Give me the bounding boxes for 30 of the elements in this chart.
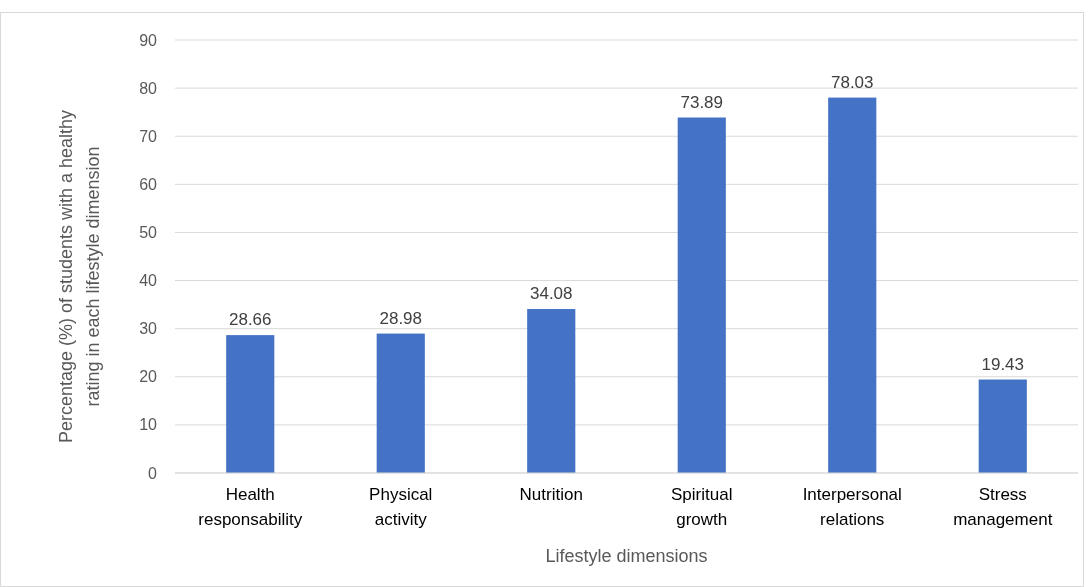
bar bbox=[376, 333, 425, 473]
y-tick-label: 80 bbox=[139, 79, 158, 97]
x-tick-label: Stress management bbox=[953, 485, 1053, 529]
y-tick-label: 0 bbox=[148, 464, 158, 482]
data-label: 28.98 bbox=[379, 308, 423, 328]
y-tick-label: 50 bbox=[139, 224, 158, 242]
y-tick-label: 90 bbox=[139, 31, 158, 49]
data-label: 34.08 bbox=[529, 284, 573, 304]
y-tick-label: 70 bbox=[139, 127, 158, 145]
y-tick-label: 40 bbox=[139, 272, 158, 290]
x-axis-title: Lifestyle dimensions bbox=[545, 546, 708, 566]
y-tick-label: 30 bbox=[139, 320, 158, 338]
data-label: 19.43 bbox=[981, 354, 1025, 374]
y-tick-label: 60 bbox=[139, 175, 158, 193]
bar bbox=[677, 117, 726, 473]
bar bbox=[828, 97, 877, 473]
bar bbox=[226, 335, 275, 473]
x-tick-label: Spiritual growth bbox=[671, 485, 733, 529]
data-label: 73.89 bbox=[680, 92, 724, 112]
data-label: 28.66 bbox=[228, 310, 272, 330]
bar bbox=[527, 309, 576, 473]
bar bbox=[978, 379, 1027, 473]
x-tick-label: Interpersonal relations bbox=[802, 485, 902, 529]
y-axis-title: Percentage (%) of students with a healthy rating in each lifestyle dimension bbox=[56, 109, 103, 444]
data-label: 78.03 bbox=[830, 72, 874, 92]
x-tick-label: Nutrition bbox=[519, 485, 583, 504]
x-tick-label: Health responsability bbox=[198, 485, 303, 529]
y-tick-label: 20 bbox=[139, 368, 158, 386]
y-tick-label: 10 bbox=[139, 416, 158, 434]
x-tick-label: Physical activity bbox=[369, 485, 433, 529]
